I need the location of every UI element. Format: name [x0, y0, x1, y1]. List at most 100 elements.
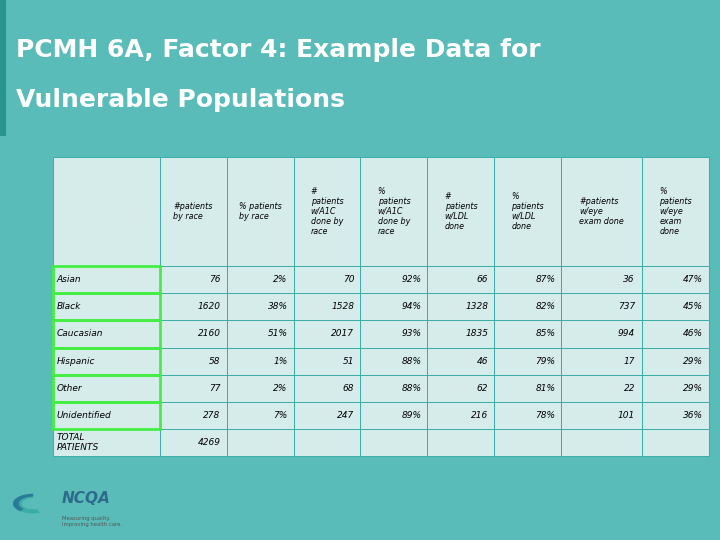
Bar: [53, 375, 160, 402]
Text: 38%: 38%: [268, 302, 287, 311]
Text: % patients
by race: % patients by race: [238, 202, 282, 221]
Text: 36: 36: [624, 275, 635, 284]
Text: 79%: 79%: [535, 356, 555, 366]
Text: 88%: 88%: [401, 356, 421, 366]
Text: Unidentified: Unidentified: [56, 411, 112, 420]
Bar: [294, 429, 361, 456]
Text: 51%: 51%: [268, 329, 287, 339]
Bar: [428, 375, 495, 402]
Text: 46: 46: [477, 356, 488, 366]
Bar: [160, 402, 227, 429]
Bar: [361, 320, 428, 348]
Text: 87%: 87%: [535, 275, 555, 284]
Text: 1528: 1528: [331, 302, 354, 311]
Bar: [495, 348, 562, 375]
Text: %
patients
w/A1C
done by
race: % patients w/A1C done by race: [377, 187, 410, 236]
Bar: [53, 157, 160, 266]
Bar: [53, 320, 160, 348]
Text: 22: 22: [624, 384, 635, 393]
Text: 68: 68: [343, 384, 354, 393]
Text: 47%: 47%: [683, 275, 703, 284]
Bar: [495, 293, 562, 320]
Text: 2160: 2160: [197, 329, 220, 339]
Text: TOTAL
PATIENTS: TOTAL PATIENTS: [56, 434, 99, 452]
Text: 1835: 1835: [465, 329, 488, 339]
Wedge shape: [13, 494, 33, 511]
Bar: [642, 429, 709, 456]
Bar: [495, 157, 562, 266]
Bar: [495, 402, 562, 429]
Bar: [294, 157, 361, 266]
Text: Hispanic: Hispanic: [56, 356, 95, 366]
Text: 94%: 94%: [401, 302, 421, 311]
Text: 70: 70: [343, 275, 354, 284]
Text: 216: 216: [471, 411, 488, 420]
Text: 46%: 46%: [683, 329, 703, 339]
Bar: [495, 266, 562, 293]
Bar: [642, 157, 709, 266]
Bar: [428, 266, 495, 293]
Text: #
patients
w/A1C
done by
race: # patients w/A1C done by race: [310, 187, 343, 236]
Text: 4269: 4269: [197, 438, 220, 447]
Bar: [428, 348, 495, 375]
Bar: [562, 157, 642, 266]
Text: 85%: 85%: [535, 329, 555, 339]
Text: 45%: 45%: [683, 302, 703, 311]
Text: 29%: 29%: [683, 356, 703, 366]
Text: 2017: 2017: [331, 329, 354, 339]
Bar: [227, 429, 294, 456]
Bar: [294, 320, 361, 348]
Text: Caucasian: Caucasian: [56, 329, 103, 339]
Bar: [227, 402, 294, 429]
Bar: [562, 320, 642, 348]
Bar: [160, 348, 227, 375]
Bar: [160, 429, 227, 456]
Bar: [227, 157, 294, 266]
Bar: [361, 375, 428, 402]
Bar: [294, 402, 361, 429]
Text: 29%: 29%: [683, 384, 703, 393]
Text: 101: 101: [618, 411, 635, 420]
Bar: [160, 157, 227, 266]
Text: 1328: 1328: [465, 302, 488, 311]
Text: 278: 278: [203, 411, 220, 420]
Bar: [53, 402, 160, 429]
Bar: [642, 375, 709, 402]
Text: Black: Black: [56, 302, 81, 311]
Text: PCMH 6A, Factor 4: Example Data for: PCMH 6A, Factor 4: Example Data for: [16, 38, 541, 62]
Bar: [294, 375, 361, 402]
Text: 2%: 2%: [274, 275, 287, 284]
Bar: [53, 348, 160, 375]
Bar: [294, 293, 361, 320]
Bar: [53, 293, 160, 320]
Text: 36%: 36%: [683, 411, 703, 420]
Text: 82%: 82%: [535, 302, 555, 311]
Bar: [160, 320, 227, 348]
Text: 76: 76: [209, 275, 220, 284]
Text: 737: 737: [618, 302, 635, 311]
Text: 994: 994: [618, 329, 635, 339]
Text: Other: Other: [56, 384, 82, 393]
Text: 62: 62: [477, 384, 488, 393]
Text: 51: 51: [343, 356, 354, 366]
Bar: [642, 320, 709, 348]
Text: Asian: Asian: [56, 275, 81, 284]
Bar: [160, 266, 227, 293]
Text: 77: 77: [209, 384, 220, 393]
Bar: [562, 402, 642, 429]
Bar: [0, 0, 6, 136]
Bar: [428, 402, 495, 429]
Text: 88%: 88%: [401, 384, 421, 393]
Text: Measuring quality.
Improving health care.: Measuring quality. Improving health care…: [62, 516, 122, 528]
Bar: [361, 348, 428, 375]
Bar: [361, 402, 428, 429]
Bar: [227, 320, 294, 348]
Text: %
patients
w/eye
exam
done: % patients w/eye exam done: [660, 187, 692, 236]
Bar: [53, 293, 160, 320]
Text: %
patients
w/LDL
done: % patients w/LDL done: [511, 192, 544, 231]
Bar: [642, 266, 709, 293]
Text: 7%: 7%: [274, 411, 287, 420]
Bar: [227, 375, 294, 402]
Text: 66: 66: [477, 275, 488, 284]
Text: NCQA: NCQA: [62, 491, 111, 506]
